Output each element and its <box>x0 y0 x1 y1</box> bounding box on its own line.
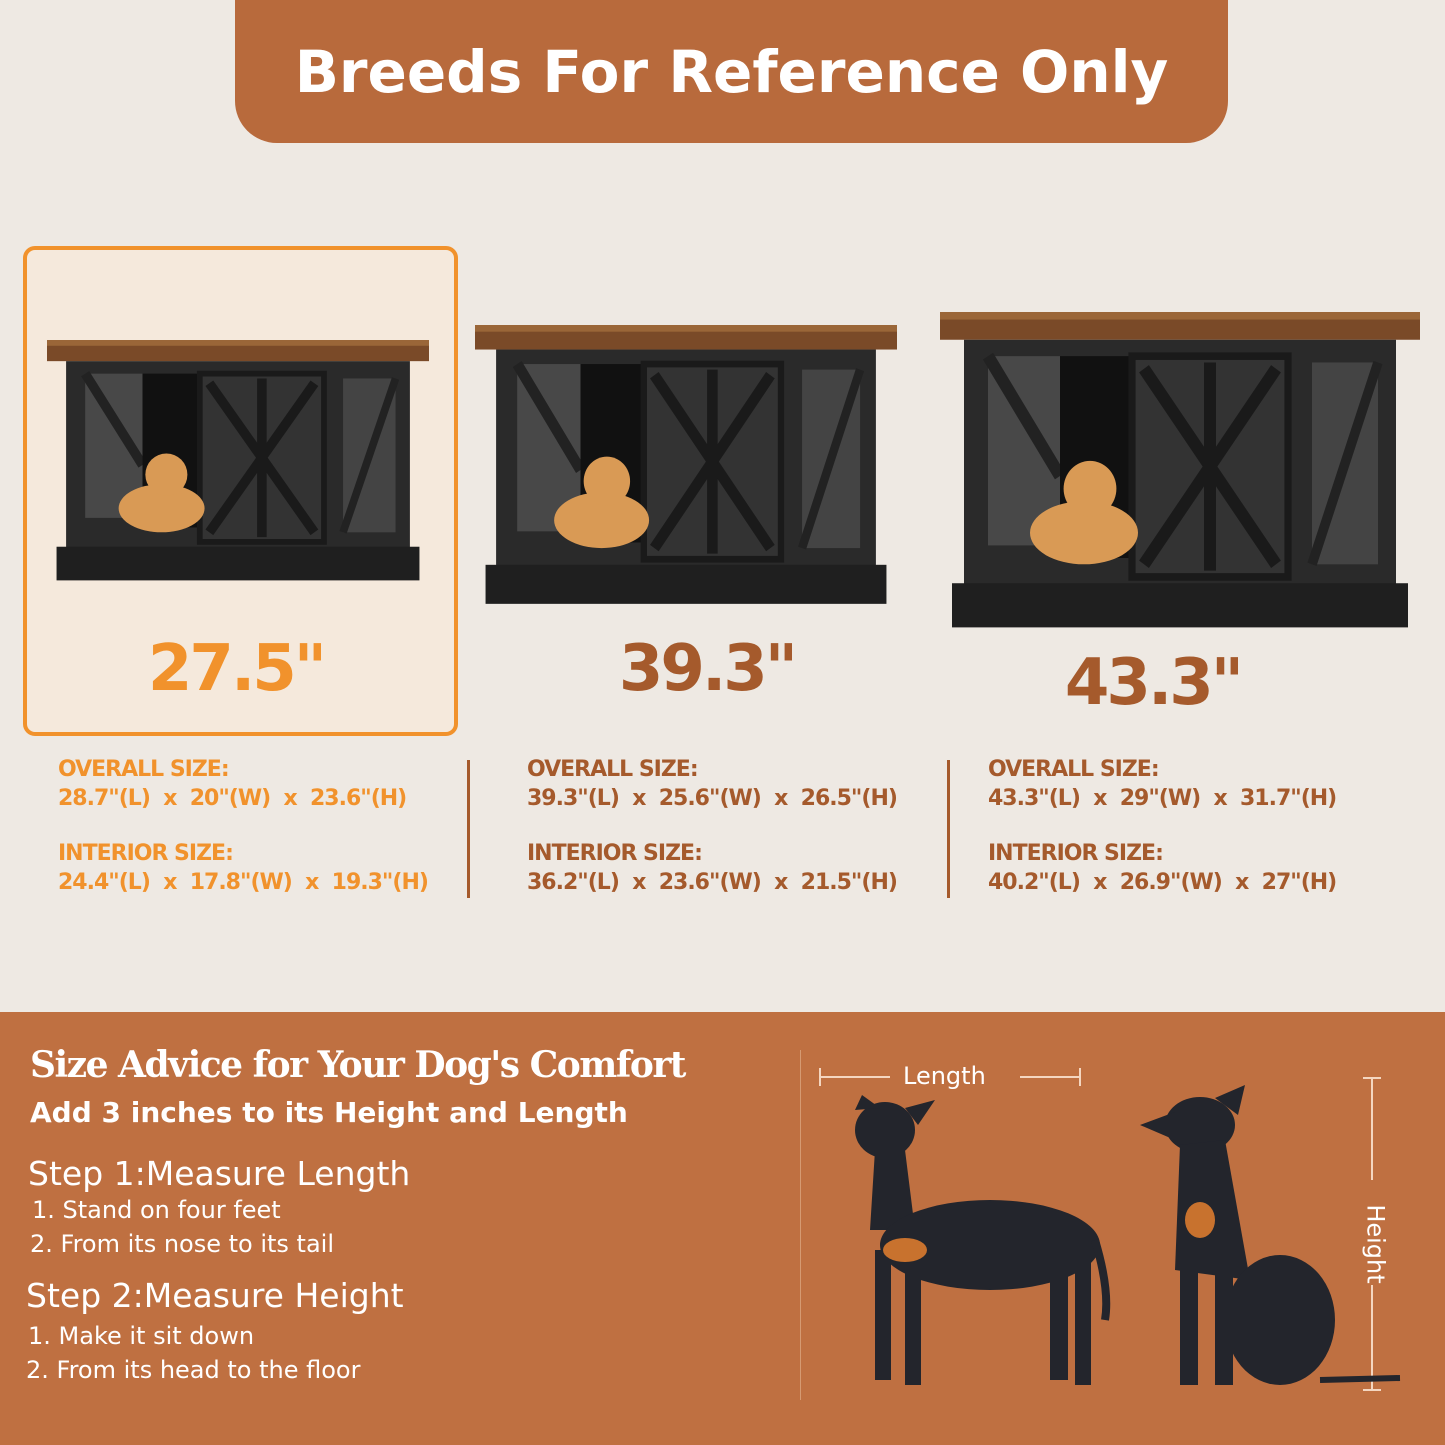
overall-size-value: 28.7"(L) x 20"(W) x 23.6"(H) <box>58 786 407 811</box>
interior-size-value: 24.4"(L) x 17.8"(W) x 19.3"(H) <box>58 870 429 895</box>
interior-size-value: 40.2"(L) x 26.9"(W) x 27"(H) <box>988 870 1337 895</box>
length-label: Length <box>903 1062 986 1090</box>
header-banner: Breeds For Reference Only <box>235 0 1228 143</box>
overall-size-value: 43.3"(L) x 29"(W) x 31.7"(H) <box>988 786 1337 811</box>
spec-medium: OVERALL SIZE: 39.3"(L) x 25.6"(W) x 26.5… <box>527 755 898 897</box>
step1-item: 1. Stand on four feet <box>32 1196 281 1224</box>
advice-subtitle: Add 3 inches to its Height and Length <box>30 1096 628 1129</box>
dog-crate-large-image <box>940 312 1420 640</box>
step1-title: Step 1:Measure Length <box>28 1154 411 1193</box>
divider <box>467 760 470 898</box>
length-indicator <box>819 1068 1381 1391</box>
spec-small: OVERALL SIZE: 28.7"(L) x 20"(W) x 23.6"(… <box>58 755 429 897</box>
overall-size-label: OVERALL SIZE: <box>58 757 230 782</box>
step2-item: 2. From its head to the floor <box>26 1356 361 1384</box>
interior-size-value: 36.2"(L) x 23.6"(W) x 21.5"(H) <box>527 870 898 895</box>
page-title: Breeds For Reference Only <box>294 37 1169 106</box>
step2-item: 1. Make it sit down <box>28 1322 255 1350</box>
overall-size-label: OVERALL SIZE: <box>988 757 1160 782</box>
step1-item: 2. From its nose to its tail <box>30 1230 335 1258</box>
spec-large: OVERALL SIZE: 43.3"(L) x 29"(W) x 31.7"(… <box>988 755 1337 897</box>
size-label-small: 27.5" <box>147 632 327 706</box>
overall-size-label: OVERALL SIZE: <box>527 757 699 782</box>
advice-title: Size Advice for Your Dog's Comfort <box>30 1044 686 1086</box>
dog-crate-medium-image <box>475 325 897 615</box>
dog-crate-small-image <box>47 340 429 590</box>
step2-title: Step 2:Measure Height <box>26 1276 404 1315</box>
interior-size-label: INTERIOR SIZE: <box>527 841 703 866</box>
interior-size-label: INTERIOR SIZE: <box>58 841 234 866</box>
interior-size-label: INTERIOR SIZE: <box>988 841 1164 866</box>
divider <box>800 1050 801 1400</box>
standing-dog-icon <box>855 1095 1111 1385</box>
size-label-medium: 39.3" <box>618 632 798 706</box>
overall-size-value: 39.3"(L) x 25.6"(W) x 26.5"(H) <box>527 786 898 811</box>
divider <box>947 760 950 898</box>
size-label-large: 43.3" <box>1064 646 1244 720</box>
sitting-dog-icon <box>1140 1085 1401 1385</box>
